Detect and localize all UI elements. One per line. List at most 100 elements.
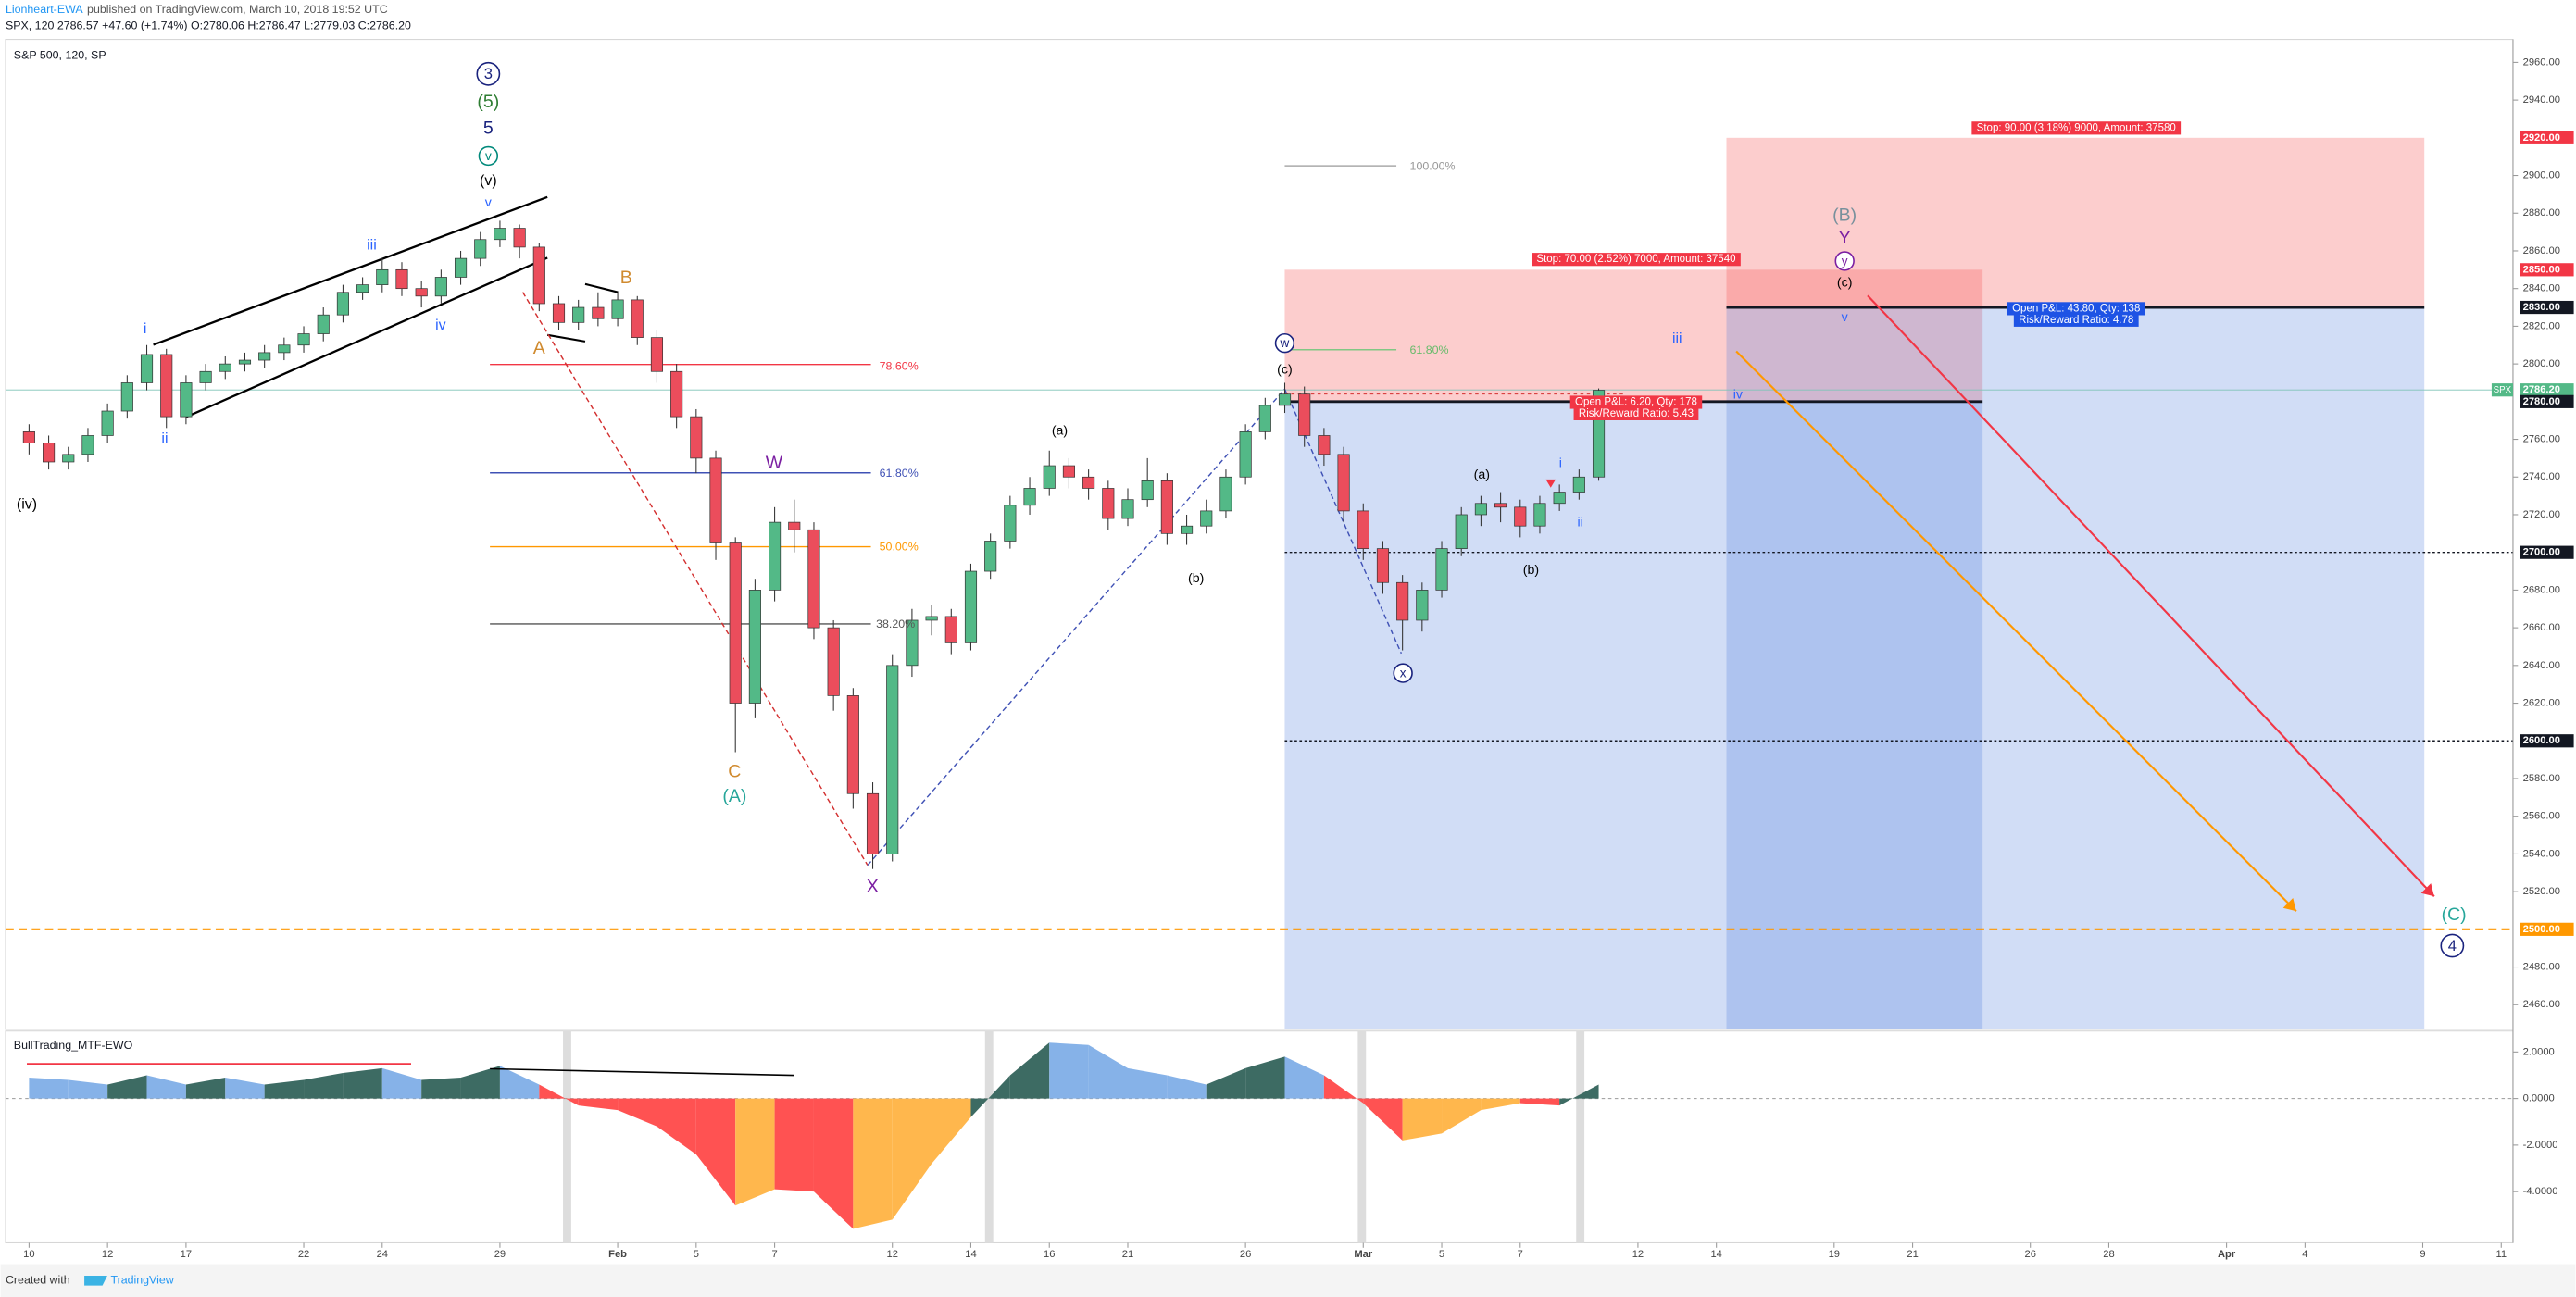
candle-body	[1200, 510, 1213, 527]
wave-label: (b)	[1188, 571, 1204, 586]
x-tick-label: 4	[2302, 1249, 2307, 1260]
y-tick-label: 2740.00	[2523, 471, 2560, 482]
candle-body	[1514, 506, 1527, 527]
y-tick-label: 2820.00	[2523, 320, 2560, 331]
ewo-segment	[618, 1098, 657, 1127]
ewo-segment	[735, 1098, 775, 1206]
x-tick-label: 16	[1044, 1249, 1055, 1260]
wave-label: (A)	[722, 786, 746, 806]
ewo-segment	[1127, 1067, 1168, 1099]
candle-body	[336, 292, 349, 316]
wave-label: (a)	[1474, 468, 1490, 482]
candle-body	[180, 382, 193, 418]
brand-icon	[84, 1275, 107, 1286]
x-tick-label: 14	[1710, 1249, 1721, 1260]
wave-label: C	[728, 762, 741, 782]
wave-label: (v)	[480, 173, 497, 189]
candle-body	[552, 303, 566, 323]
candle-body	[81, 435, 94, 455]
candle-body	[906, 619, 919, 667]
y-tick-label: 2560.00	[2523, 811, 2560, 822]
candle-body	[827, 627, 840, 696]
y-tick-label: 2680.00	[2523, 584, 2560, 595]
level-label: 2780.00	[2523, 396, 2560, 407]
level-badge	[2520, 300, 2574, 315]
label-box	[1569, 395, 1703, 409]
wave-label: 38.20%	[876, 617, 915, 630]
ewo-segment	[304, 1072, 344, 1099]
candle-body	[532, 246, 545, 305]
footer-brand[interactable]: TradingView	[110, 1274, 173, 1287]
y-tick-label: 2.0000	[2523, 1046, 2555, 1057]
candle-body	[376, 268, 389, 285]
x-tick-label: Apr	[2218, 1249, 2236, 1260]
wave-label: (5)	[477, 92, 499, 112]
candle-body	[866, 792, 880, 854]
candle-body	[1298, 393, 1311, 436]
candle-body	[1533, 503, 1546, 527]
wave-line	[521, 292, 869, 866]
wave-circle	[1834, 251, 1855, 271]
y-tick-label: 2940.00	[2523, 94, 2560, 106]
session-band	[563, 1030, 571, 1243]
level-badge	[2520, 263, 2574, 277]
candle-body	[690, 416, 703, 459]
ewo-segment	[1088, 1044, 1128, 1099]
label-box	[1971, 121, 2182, 135]
layers: 2460.00 2480.00 2520.00 2540.00 2560.00 2580.…	[5, 39, 2574, 1260]
candle-body	[984, 541, 997, 572]
candle-body	[297, 333, 310, 346]
channel-line	[153, 195, 548, 346]
candle-body	[434, 277, 447, 297]
wave-label: (c)	[1837, 276, 1853, 291]
position-label: Open P&L: 43.80, Qty: 138	[2007, 302, 2145, 316]
wave-label: W	[766, 453, 783, 473]
position-label: Stop: 70.00 (2.52%) 7000, Amount: 37540	[1532, 253, 1741, 267]
candle-body	[1494, 503, 1507, 508]
wave-label: B	[620, 268, 632, 288]
x-tick-label: 17	[181, 1249, 192, 1260]
footer-bar	[0, 1264, 2576, 1297]
author[interactable]: Lionheart-EWA	[6, 3, 83, 16]
quote-line: SPX, 120 2786.57 +47.60 (+1.74%) O:2780.…	[6, 19, 411, 32]
ewo-segment	[853, 1098, 893, 1229]
stop-zone	[1284, 269, 1983, 402]
x-tick-label: 19	[1829, 1249, 1840, 1260]
candle-body	[356, 284, 369, 293]
ewo-segment	[578, 1098, 619, 1111]
level-label: 2850.00	[2523, 264, 2560, 275]
y-tick-label: 2880.00	[2523, 207, 2560, 218]
y-tick-label: 2620.00	[2523, 698, 2560, 709]
ewo-segment	[1402, 1098, 1443, 1141]
x-tick-label: 7	[1518, 1249, 1523, 1260]
wave-label: (c)	[1277, 363, 1293, 378]
x-tick-label: 11	[2495, 1249, 2507, 1260]
x-tick-label: 7	[771, 1249, 777, 1260]
y-tick-label: 2520.00	[2523, 886, 2560, 897]
ewo-segment	[774, 1098, 814, 1192]
candle-body	[238, 359, 252, 365]
indicator-title: BullTrading_MTF-EWO	[14, 1039, 133, 1052]
level-label: 2600.00	[2523, 735, 2560, 746]
candle-body	[1004, 505, 1017, 542]
ewo-segment	[146, 1075, 186, 1099]
ewo-segment	[107, 1075, 147, 1099]
y-tick-label: 2540.00	[2523, 848, 2560, 859]
ewo-segment	[695, 1098, 736, 1206]
session-band	[1357, 1030, 1367, 1243]
position-label: Risk/Reward Ratio: 4.78	[2013, 313, 2139, 327]
wave-label: (C)	[2442, 904, 2467, 925]
wave-label: 78.60%	[880, 360, 919, 373]
x-tick-label: 21	[1122, 1249, 1133, 1260]
y-tick-label: 2480.00	[2523, 962, 2560, 973]
candle-body	[1455, 514, 1468, 549]
ewo-segment	[185, 1077, 226, 1099]
ewo-segment	[421, 1077, 461, 1099]
label-text: Stop: 90.00 (3.18%) 9000, Amount: 37580	[1977, 122, 2176, 133]
label-text: Open P&L: 6.20, Qty: 178	[1575, 397, 1697, 408]
y-tick-label: 2860.00	[2523, 245, 2560, 256]
candle-body	[1416, 590, 1429, 621]
stop-zone	[1726, 137, 2425, 308]
candle-body	[592, 306, 605, 319]
